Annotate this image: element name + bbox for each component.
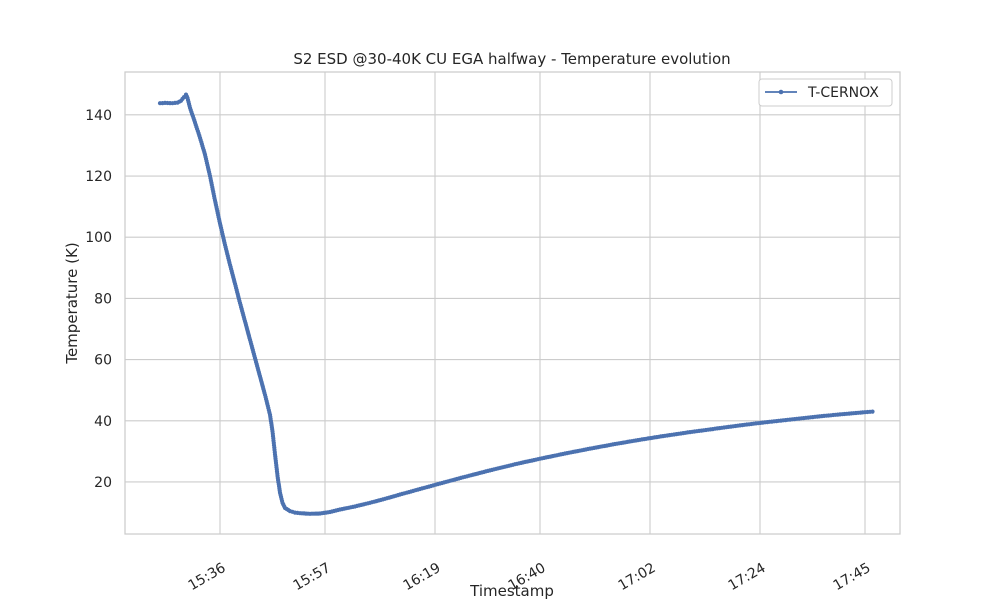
y-axis: 20 40 60 80 100 120 140 [85,108,112,491]
chart-title: S2 ESD @30-40K CU EGA halfway - Temperat… [293,50,730,68]
y-axis-label: Temperature (K) [63,242,81,364]
legend-point-marker [778,89,784,95]
y-tick-label: 40 [94,414,112,430]
y-tick-label: 100 [85,230,112,246]
series-layer [157,92,875,516]
y-tick-label: 20 [94,475,112,491]
legend-box [758,78,893,107]
y-tick-label: 140 [85,108,112,124]
legend: T-CERNOX [758,78,893,107]
y-tick-label: 120 [85,169,112,185]
plot-frame [124,71,901,535]
data-point [870,409,875,414]
grid [125,72,900,534]
x-axis-label: Timestamp [469,582,554,600]
y-tick-label: 60 [94,353,112,369]
y-tick-label: 80 [94,291,112,307]
legend-label: T-CERNOX [807,85,879,101]
